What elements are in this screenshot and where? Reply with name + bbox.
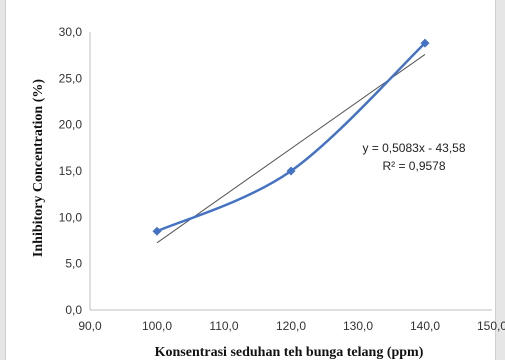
y-tick-label: 20,0 — [59, 118, 83, 132]
y-tick-label: 25,0 — [59, 71, 83, 85]
y-tick-label: 10,0 — [59, 210, 83, 224]
x-tick-labels: 90,0 100,0 110,0 120,0 130,0 140,0 150,0 — [78, 319, 505, 333]
y-tick-label: 5,0 — [65, 257, 82, 271]
trendline-equation: y = 0,5083x - 43,58 — [362, 141, 465, 155]
y-tick-label: 15,0 — [59, 164, 83, 178]
y-tick-labels: 0,0 5,0 10,0 15,0 20,0 25,0 30,0 — [59, 25, 83, 317]
chart-svg: 0,0 5,0 10,0 15,0 20,0 25,0 30,0 90,0 100,0 110,… — [31, 25, 505, 360]
y-axis-title: Inhibitory Concentration (%) — [31, 79, 46, 257]
series-markers — [152, 38, 430, 236]
chart-frame: 0,0 5,0 10,0 15,0 20,0 25,0 30,0 90,0 100,0 110,… — [5, 0, 505, 360]
data-point-marker — [152, 226, 162, 236]
x-tick-label: 130,0 — [343, 319, 373, 333]
y-tick-label: 30,0 — [59, 25, 83, 39]
x-tick-label: 140,0 — [410, 319, 440, 333]
r-squared-label: R² = 0,9578 — [382, 159, 445, 173]
x-tick-label: 100,0 — [142, 319, 172, 333]
linear-trendline — [156, 53, 426, 244]
x-tick-label: 110,0 — [209, 319, 238, 333]
series-smooth-line — [156, 42, 426, 233]
y-tick-label: 0,0 — [65, 303, 82, 317]
data-point-marker — [286, 166, 296, 176]
x-tick-label: 120,0 — [276, 319, 306, 333]
x-axis-title: Konsentrasi seduhan teh bunga telang (pp… — [155, 345, 424, 360]
data-point-marker — [420, 38, 430, 48]
x-tick-label: 150,0 — [477, 319, 505, 333]
x-tick-label: 90,0 — [78, 319, 102, 333]
